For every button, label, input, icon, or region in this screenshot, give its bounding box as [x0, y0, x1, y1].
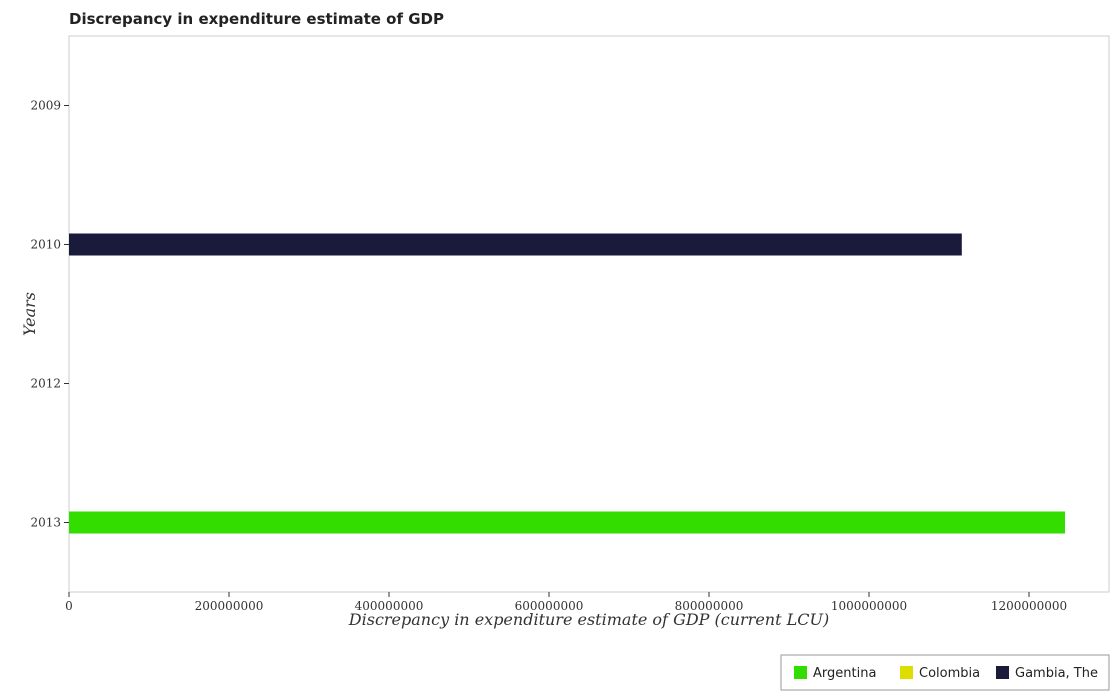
bar-gambia-the-2010: [69, 233, 962, 256]
legend-swatch-argentina: [794, 666, 807, 679]
x-axis-label: Discrepancy in expenditure estimate of G…: [348, 610, 829, 629]
x-tick-label: 1000000000: [831, 599, 907, 613]
legend-label-gambia-the: Gambia, The: [1015, 666, 1098, 681]
x-tick-label: 200000000: [195, 599, 264, 613]
bar-argentina-2013: [69, 511, 1065, 534]
x-tick-label: 400000000: [355, 599, 424, 613]
y-tick-label: 2013: [30, 516, 61, 530]
y-ticks: 2009 2010 2012 2013: [30, 99, 69, 530]
x-tick-label: 1200000000: [991, 599, 1067, 613]
y-tick-label: 2009: [30, 99, 61, 113]
y-tick-label: 2010: [30, 238, 61, 252]
y-axis-label: Years: [20, 292, 39, 336]
legend-swatch-colombia: [900, 666, 913, 679]
legend-label-colombia: Colombia: [919, 666, 980, 681]
legend: Argentina Colombia Gambia, The: [780, 654, 1110, 691]
x-tick-label: 600000000: [515, 599, 584, 613]
y-tick-label: 2012: [30, 377, 61, 391]
plot-frame: [68, 35, 1110, 593]
legend-label-argentina: Argentina: [813, 666, 876, 681]
bars: [69, 233, 1065, 534]
legend-frame: [780, 654, 1110, 691]
legend-swatch-gambia-the: [996, 666, 1009, 679]
x-ticks: 0 200000000 400000000 600000000 800000000 100…: [65, 592, 1067, 613]
chart-title: Discrepancy in expenditure estimate of G…: [69, 10, 444, 28]
x-tick-label: 800000000: [675, 599, 744, 613]
x-tick-label: 0: [65, 599, 73, 613]
